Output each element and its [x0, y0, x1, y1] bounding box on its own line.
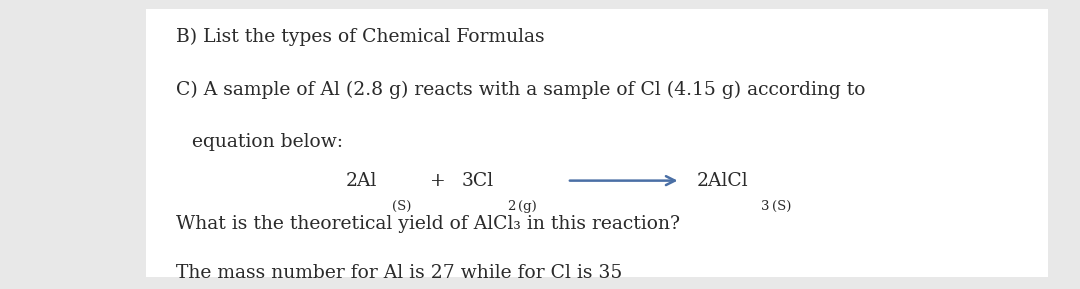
Text: (S): (S) — [772, 200, 792, 213]
Text: C) A sample of Al (2.8 g) reacts with a sample of Cl (4.15 g) according to: C) A sample of Al (2.8 g) reacts with a … — [176, 81, 865, 99]
Text: +: + — [430, 172, 446, 190]
Text: 3: 3 — [761, 200, 770, 213]
Text: 3Cl: 3Cl — [461, 172, 494, 190]
Text: (g): (g) — [518, 200, 537, 213]
Text: (S): (S) — [392, 200, 411, 213]
Text: B) List the types of Chemical Formulas: B) List the types of Chemical Formulas — [176, 27, 544, 46]
Text: equation below:: equation below: — [192, 133, 343, 151]
Text: 2: 2 — [508, 200, 516, 213]
Text: 2Al: 2Al — [346, 172, 377, 190]
Text: The mass number for Al is 27 while for Cl is 35: The mass number for Al is 27 while for C… — [176, 264, 622, 282]
Text: What is the theoretical yield of AlCl₃ in this reaction?: What is the theoretical yield of AlCl₃ i… — [176, 215, 680, 233]
Text: 2AlCl: 2AlCl — [697, 172, 748, 190]
